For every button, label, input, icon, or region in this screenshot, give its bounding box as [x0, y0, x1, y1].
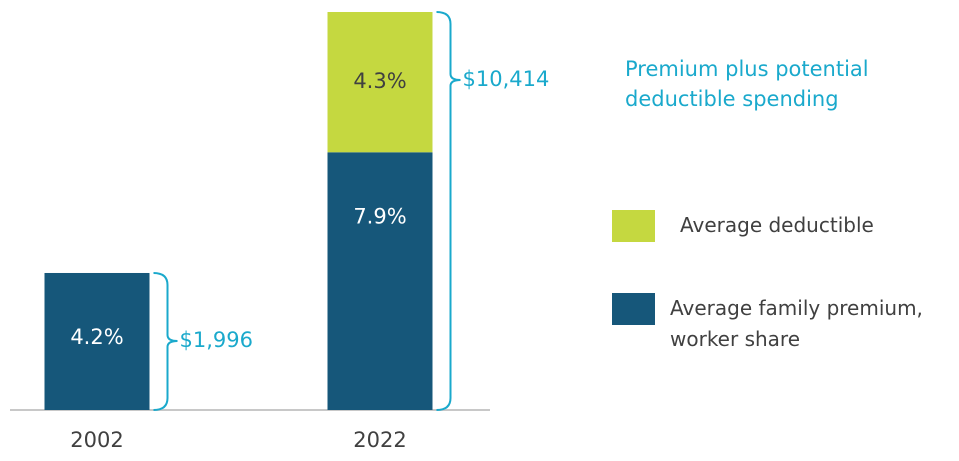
- annotation: Premium plus potential deductible spendi…: [625, 57, 869, 111]
- data-label: 4.2%: [70, 325, 123, 349]
- x-tick-label: 2002: [70, 428, 123, 452]
- legend-label: Average family premium, worker share: [670, 296, 923, 351]
- bar-segment: [327, 12, 433, 153]
- legend-swatch: [612, 210, 655, 242]
- legend-label: Average deductible: [680, 213, 874, 237]
- x-tick-label: 2022: [353, 428, 406, 452]
- total-label: $10,414: [463, 67, 550, 91]
- bar-segment: [44, 272, 150, 410]
- bracket: [153, 271, 178, 411]
- bar-segment: [327, 152, 433, 410]
- data-label: 4.3%: [353, 69, 406, 93]
- bracket: [436, 11, 461, 411]
- data-label: 7.9%: [353, 204, 406, 228]
- legend-swatch: [612, 293, 655, 325]
- total-label: $1,996: [180, 328, 253, 352]
